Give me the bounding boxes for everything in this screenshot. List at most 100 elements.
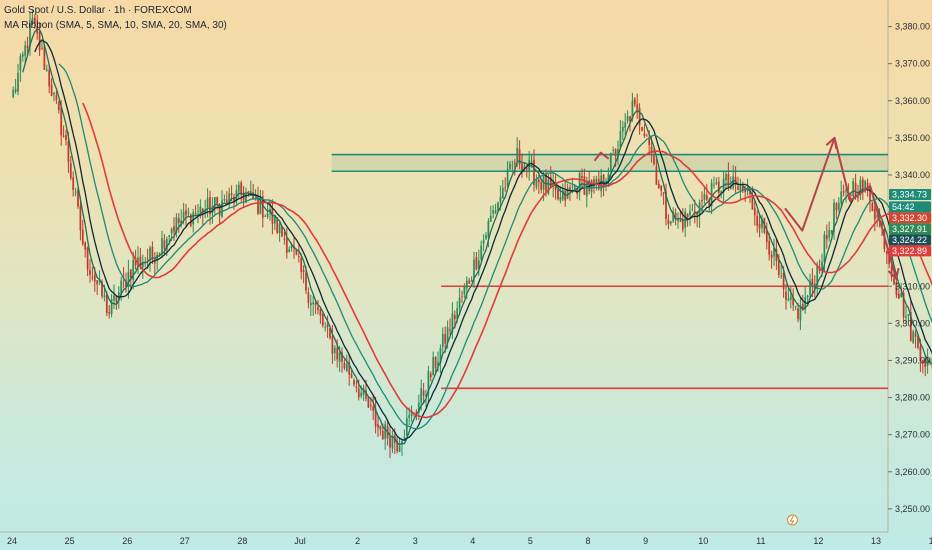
candle-body xyxy=(91,276,94,278)
time-tick-label: 2 xyxy=(355,536,360,546)
price-tag-bg xyxy=(889,189,931,201)
candle-body xyxy=(372,406,375,411)
candle-body xyxy=(624,122,627,128)
candle-body xyxy=(761,219,763,228)
price-tag-bg xyxy=(889,234,931,246)
candle-body xyxy=(660,185,663,191)
candle-body xyxy=(149,247,151,261)
candle-body xyxy=(897,293,900,299)
candle-body xyxy=(168,235,171,237)
candle-body xyxy=(921,359,924,364)
ma-ribbon xyxy=(22,28,932,446)
candle-body xyxy=(823,234,826,263)
candle-body xyxy=(297,256,300,257)
candle-body xyxy=(708,199,711,206)
price-tick-label: 3,380.00 xyxy=(895,22,930,32)
candle-body xyxy=(381,430,384,440)
candle-body xyxy=(77,189,79,207)
projection-drawing[interactable] xyxy=(593,136,900,280)
candle-body xyxy=(115,296,118,303)
candle-body xyxy=(192,212,195,225)
projection-arrowhead-up xyxy=(825,136,838,149)
candle-body xyxy=(314,302,317,306)
candle-body xyxy=(103,295,106,298)
candle-body xyxy=(67,141,70,163)
candle-body xyxy=(914,333,917,337)
candle-body xyxy=(734,176,737,185)
candle-body xyxy=(41,48,43,50)
indicator-label[interactable]: MA Ribbon (SMA, 5, SMA, 10, SMA, 20, SMA… xyxy=(4,20,227,31)
candle-body xyxy=(602,174,605,186)
price-tick-label: 3,260.00 xyxy=(895,467,930,477)
candle-body xyxy=(809,280,811,295)
candle-body xyxy=(895,281,898,296)
candle-body xyxy=(737,186,739,190)
candle-body xyxy=(295,249,298,255)
candle-body xyxy=(492,210,495,214)
candle-body xyxy=(648,138,651,146)
candle-body xyxy=(465,280,468,289)
price-tag-bg xyxy=(889,201,931,213)
candle-body xyxy=(573,185,576,189)
candle-body xyxy=(845,189,847,191)
candle-body xyxy=(369,405,372,407)
candle-body xyxy=(199,206,202,213)
price-tag-label: 3,327.91 xyxy=(892,224,927,234)
candle-body xyxy=(197,211,199,212)
candle-body xyxy=(744,187,747,193)
candle-body xyxy=(525,168,528,170)
candle-body xyxy=(348,362,351,375)
candle-body xyxy=(161,238,163,254)
candle-body xyxy=(768,240,771,255)
candle-body xyxy=(787,298,790,301)
candle-body xyxy=(259,196,262,215)
candle-body xyxy=(379,426,382,430)
candle-body xyxy=(396,440,399,452)
horizontal-levels[interactable] xyxy=(331,153,888,390)
candle-body xyxy=(434,356,437,369)
candle-body xyxy=(177,217,180,223)
price-tick-label: 3,250.00 xyxy=(895,504,930,514)
candle-body xyxy=(283,238,286,240)
candle-body xyxy=(221,200,223,217)
candle-body xyxy=(614,149,617,156)
candle-body xyxy=(828,229,831,238)
candle-body xyxy=(667,219,670,225)
time-axis[interactable]: 24 25 26 27 28 Jul 2 3 4 5 8 9 10 11 12 13 15 xyxy=(7,514,932,546)
time-tick-label: 13 xyxy=(871,536,881,546)
candle-body xyxy=(487,220,490,238)
candle-body xyxy=(794,305,797,307)
candle-body xyxy=(725,173,727,181)
candle-body xyxy=(477,260,480,270)
candle-body xyxy=(415,411,418,413)
candle-body xyxy=(420,388,423,403)
candle-body xyxy=(509,163,511,170)
candle-body xyxy=(228,193,231,206)
candle-body xyxy=(917,335,919,348)
candle-body xyxy=(461,295,463,297)
candle-body xyxy=(713,184,715,186)
candle-body xyxy=(336,348,339,360)
candle-body xyxy=(849,194,852,196)
candle-body xyxy=(571,186,574,188)
candle-body xyxy=(533,159,535,186)
candle-body xyxy=(21,54,24,57)
candle-body xyxy=(480,245,483,260)
candle-body xyxy=(857,196,859,198)
candle-body xyxy=(650,146,653,154)
symbol-title[interactable]: Gold Spot / U.S. Dollar · 1h · FOREXCOM xyxy=(4,5,192,16)
time-tick-label: 11 xyxy=(756,536,765,546)
candle-body xyxy=(389,436,391,448)
candle-body xyxy=(153,260,156,264)
price-tick-label: 3,350.00 xyxy=(895,133,930,143)
price-tag-label: 3,334.73 xyxy=(892,190,927,200)
candle-body xyxy=(557,188,559,200)
candle-body xyxy=(756,216,759,226)
candle-body xyxy=(225,199,228,204)
candle-body xyxy=(866,183,869,187)
candle-body xyxy=(329,328,331,338)
candle-body xyxy=(679,220,682,222)
candle-body xyxy=(773,247,775,257)
candle-body xyxy=(905,316,907,318)
